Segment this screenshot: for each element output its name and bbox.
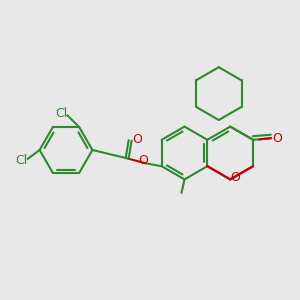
Text: O: O xyxy=(230,171,240,184)
Text: O: O xyxy=(132,133,142,146)
Text: O: O xyxy=(139,154,148,167)
Text: Cl: Cl xyxy=(16,154,28,167)
Text: O: O xyxy=(272,132,282,145)
Text: Cl: Cl xyxy=(56,107,68,120)
